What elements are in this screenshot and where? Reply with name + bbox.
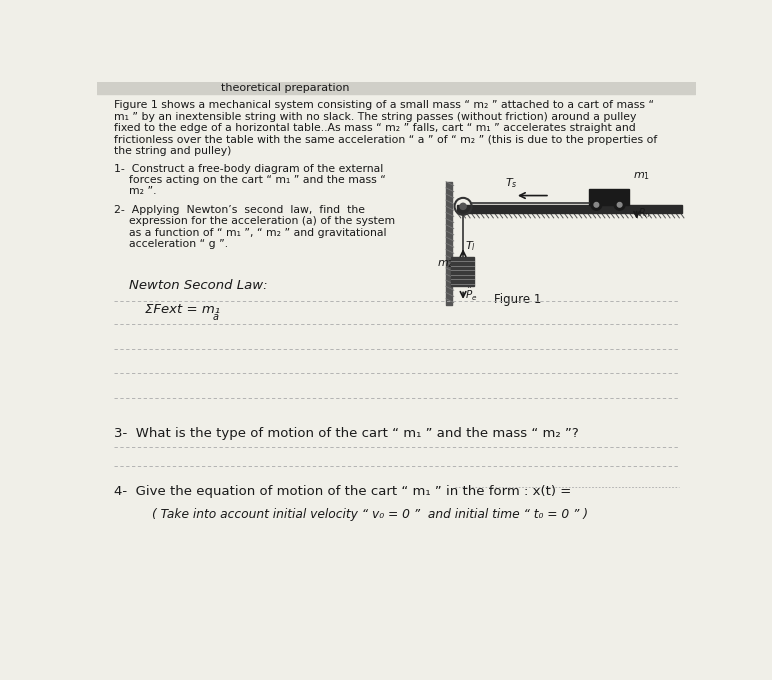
Text: $T_s$: $T_s$ [505,176,517,190]
Text: Newton Second Law:: Newton Second Law: [129,279,268,292]
Text: $R_n$: $R_n$ [638,206,651,220]
Text: expression for the acceleration (a) of the system: expression for the acceleration (a) of t… [129,216,395,226]
Text: ( Take into account initial velocity “ v₀ = 0 ”  and initial time “ t₀ = 0 ” ): ( Take into account initial velocity “ v… [152,508,588,521]
Text: theoretical preparation: theoretical preparation [221,83,349,92]
Text: Figure 1: Figure 1 [494,293,541,307]
Circle shape [460,203,466,209]
Text: 2-  Applying  Newton’s  second  law,  find  the: 2- Applying Newton’s second law, find th… [113,205,364,215]
Text: $m_1$: $m_1$ [633,171,650,182]
Text: 1-  Construct a free-body diagram of the external: 1- Construct a free-body diagram of the … [113,164,383,174]
Text: m₂ ”.: m₂ ”. [129,186,157,197]
Text: as a function of “ m₁ ”, “ m₂ ” and gravitational: as a function of “ m₁ ”, “ m₂ ” and grav… [129,228,387,237]
Text: $\hat{P}_e$: $\hat{P}_e$ [465,284,477,303]
Circle shape [594,203,599,207]
Circle shape [615,199,625,210]
Text: 3-  What is the type of motion of the cart “ m₁ ” and the mass “ m₂ ”?: 3- What is the type of motion of the car… [113,427,578,441]
Text: a: a [213,311,218,322]
Bar [457,205,682,212]
Text: 4-  Give the equation of motion of the cart “ m₁ ” in the form : x(t) =: 4- Give the equation of motion of the ca… [113,485,575,498]
Text: $T_l$: $T_l$ [466,239,476,253]
Text: ΣFext = m₁: ΣFext = m₁ [144,303,220,316]
Circle shape [591,199,602,210]
Text: the string and pulley): the string and pulley) [113,146,231,156]
Circle shape [618,203,622,207]
Text: fixed to the edge of a horizontal table..As mass “ m₂ ” falls, cart “ m₁ ” accel: fixed to the edge of a horizontal table.… [113,123,635,133]
Text: acceleration “ g ”.: acceleration “ g ”. [129,239,229,249]
Text: frictionless over the table with the same acceleration “ a ” of “ m₂ ” (this is : frictionless over the table with the sam… [113,135,657,145]
Text: $m_2$: $m_2$ [437,258,454,270]
Text: m₁ ” by an inextensible string with no slack. The string passes (without frictio: m₁ ” by an inextensible string with no s… [113,112,636,122]
Bar [451,257,474,286]
Text: forces acting on the cart “ m₁ ” and the mass “: forces acting on the cart “ m₁ ” and the… [129,175,386,185]
Bar [588,190,629,205]
Text: Figure 1 shows a mechanical system consisting of a small mass “ m₂ ” attached to: Figure 1 shows a mechanical system consi… [113,100,654,110]
